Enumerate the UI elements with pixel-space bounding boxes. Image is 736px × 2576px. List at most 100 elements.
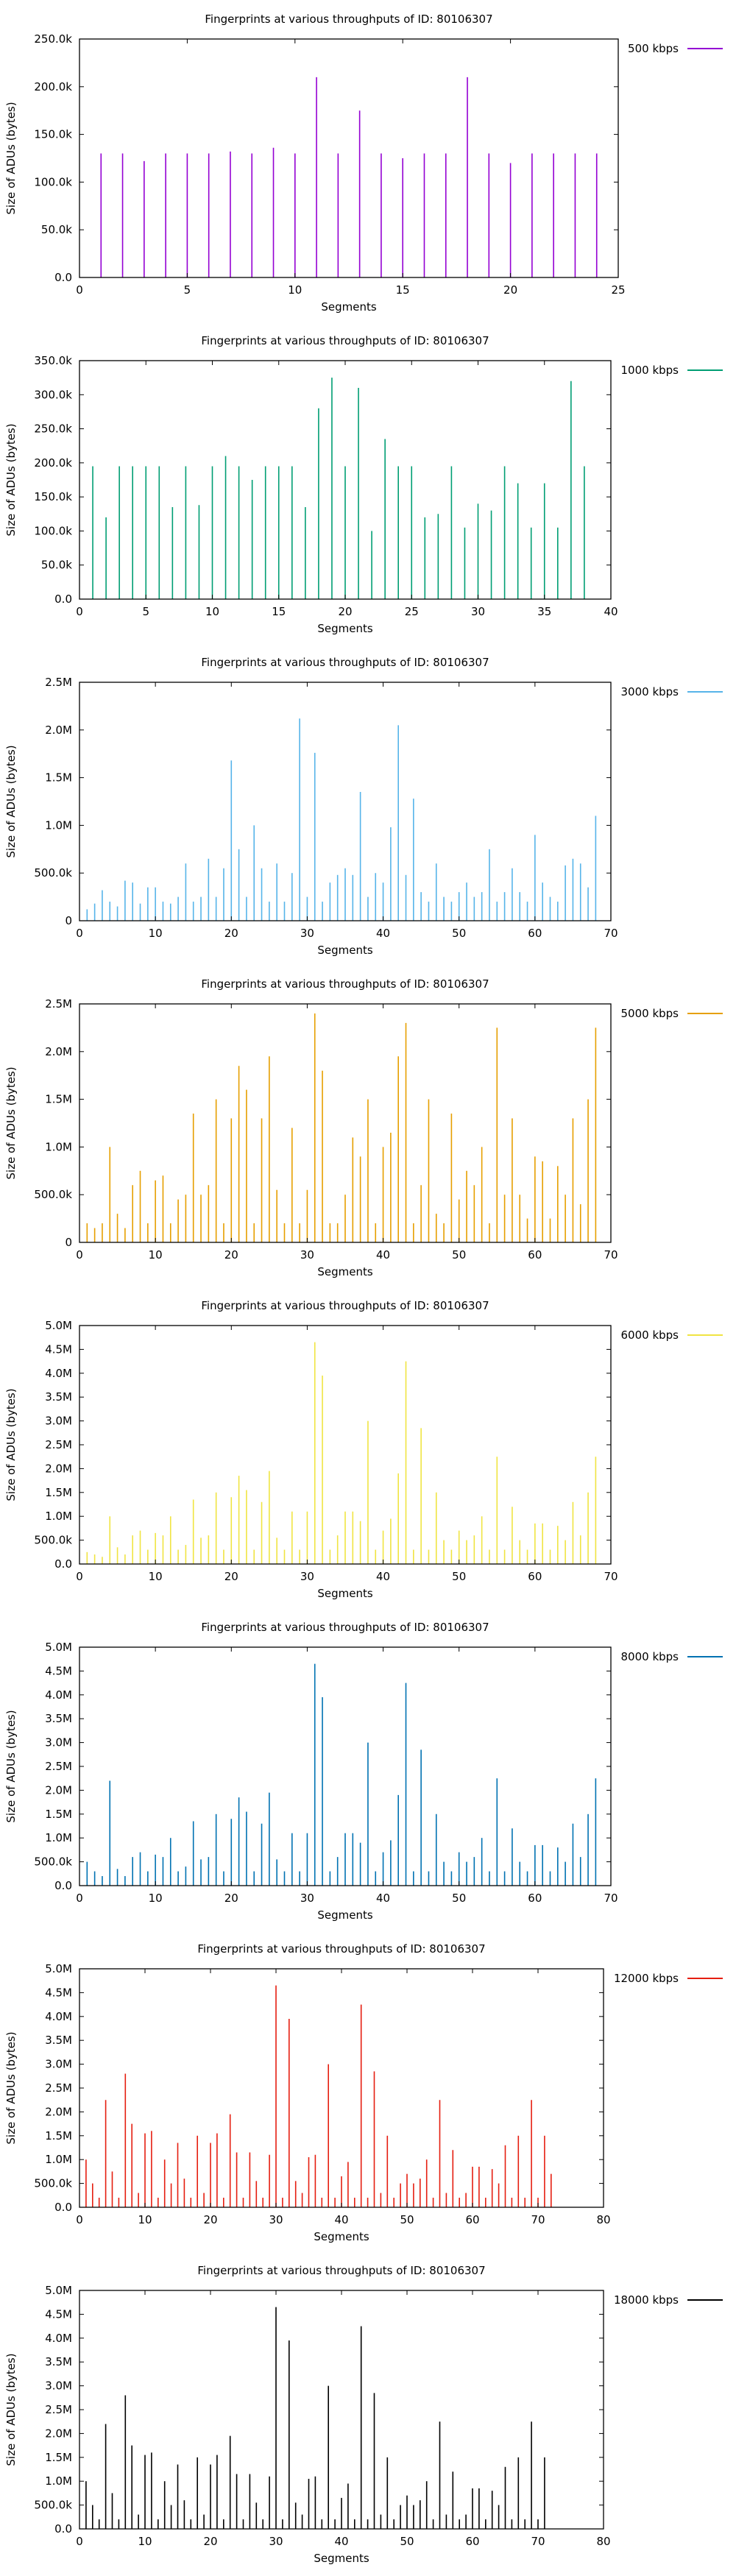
chart-panel: Fingerprints at various throughputs of I… xyxy=(0,2,736,324)
y-tick-label: 5.0M xyxy=(45,1962,72,1975)
x-tick-label: 20 xyxy=(224,1248,238,1262)
x-tick-label: 70 xyxy=(604,1892,618,1905)
x-tick-label: 20 xyxy=(338,605,352,618)
y-tick-label: 100.0k xyxy=(34,524,72,537)
x-tick-label: 50 xyxy=(400,2535,414,2548)
x-tick-label: 30 xyxy=(471,605,485,618)
x-tick-label: 0 xyxy=(76,1892,83,1905)
chart-panel: Fingerprints at various throughputs of I… xyxy=(0,1932,736,2254)
y-tick-label: 4.0M xyxy=(45,2010,72,2023)
y-tick-label: 200.0k xyxy=(34,456,72,470)
x-tick-label: 50 xyxy=(452,1570,466,1583)
y-tick-label: 3.5M xyxy=(45,2355,72,2368)
y-tick-label: 1.5M xyxy=(45,1093,72,1106)
x-tick-label: 40 xyxy=(334,2213,348,2226)
x-tick-label: 20 xyxy=(224,927,238,940)
y-tick-label: 500.0k xyxy=(34,2177,72,2190)
y-tick-label: 500.0k xyxy=(34,1188,72,1201)
y-axis-label: Size of ADUs (bytes) xyxy=(4,1710,18,1822)
x-tick-label: 60 xyxy=(528,1570,542,1583)
y-tick-label: 500.0k xyxy=(34,1534,72,1547)
y-tick-label: 0.0 xyxy=(54,1557,72,1571)
y-tick-label: 1.0M xyxy=(45,2474,72,2488)
y-tick-label: 2.0M xyxy=(45,1783,72,1797)
y-tick-label: 250.0k xyxy=(34,32,72,46)
y-tick-label: 200.0k xyxy=(34,80,72,93)
x-tick-label: 60 xyxy=(465,2535,479,2548)
x-axis-label: Segments xyxy=(317,1908,373,1922)
chart-panel: Fingerprints at various throughputs of I… xyxy=(0,645,736,967)
y-tick-label: 0.0 xyxy=(54,1879,72,1892)
x-tick-label: 80 xyxy=(596,2213,610,2226)
legend-label: 12000 kbps xyxy=(614,1972,679,1985)
x-tick-label: 0 xyxy=(76,605,83,618)
y-tick-label: 3.0M xyxy=(45,1736,72,1749)
x-tick-label: 40 xyxy=(334,2535,348,2548)
chart-title: Fingerprints at various throughputs of I… xyxy=(201,977,489,991)
y-tick-label: 0 xyxy=(65,1236,72,1249)
x-tick-label: 30 xyxy=(300,927,314,940)
legend-label: 3000 kbps xyxy=(621,685,679,698)
x-tick-label: 40 xyxy=(604,605,618,618)
y-tick-label: 1.0M xyxy=(45,818,72,832)
x-tick-label: 20 xyxy=(503,283,517,297)
y-tick-label: 1.0M xyxy=(45,2153,72,2166)
y-tick-label: 0 xyxy=(65,914,72,927)
x-tick-label: 40 xyxy=(376,927,390,940)
x-tick-label: 0 xyxy=(76,283,83,297)
y-tick-label: 3.5M xyxy=(45,1390,72,1404)
y-tick-label: 2.0M xyxy=(45,2427,72,2440)
chart-title: Fingerprints at various throughputs of I… xyxy=(201,656,489,669)
y-tick-label: 4.0M xyxy=(45,2332,72,2345)
x-tick-label: 20 xyxy=(203,2535,217,2548)
y-axis-label: Size of ADUs (bytes) xyxy=(4,2353,18,2466)
x-tick-label: 50 xyxy=(452,1892,466,1905)
plot-frame xyxy=(79,1968,604,2208)
chart-panel: Fingerprints at various throughputs of I… xyxy=(0,967,736,1289)
x-tick-label: 0 xyxy=(76,2213,83,2226)
y-tick-label: 2.5M xyxy=(45,1438,72,1451)
y-axis-label: Size of ADUs (bytes) xyxy=(4,745,18,857)
y-axis-label: Size of ADUs (bytes) xyxy=(4,2031,18,2144)
chart-svg: Fingerprints at various throughputs of I… xyxy=(4,1299,723,1600)
x-tick-label: 70 xyxy=(604,927,618,940)
x-tick-label: 25 xyxy=(405,605,419,618)
x-tick-label: 10 xyxy=(149,1248,163,1262)
x-tick-label: 40 xyxy=(376,1892,390,1905)
x-tick-label: 20 xyxy=(203,2213,217,2226)
y-tick-label: 4.5M xyxy=(45,2307,72,2321)
y-tick-label: 0.0 xyxy=(54,271,72,284)
y-tick-label: 250.0k xyxy=(34,422,72,436)
y-tick-label: 50.0k xyxy=(41,223,72,236)
y-tick-label: 0.0 xyxy=(54,592,72,606)
y-tick-label: 500.0k xyxy=(34,2499,72,2512)
y-tick-label: 2.0M xyxy=(45,2105,72,2118)
chart-svg: Fingerprints at various throughputs of I… xyxy=(4,1942,723,2243)
x-tick-label: 30 xyxy=(269,2535,283,2548)
x-tick-label: 60 xyxy=(528,927,542,940)
x-axis-label: Segments xyxy=(317,622,373,635)
y-tick-label: 500.0k xyxy=(34,1855,72,1869)
x-tick-label: 5 xyxy=(184,283,191,297)
x-tick-label: 35 xyxy=(537,605,551,618)
y-tick-label: 1.5M xyxy=(45,2129,72,2142)
chart-title: Fingerprints at various throughputs of I… xyxy=(201,1621,489,1634)
y-tick-label: 100.0k xyxy=(34,175,72,188)
y-tick-label: 2.0M xyxy=(45,1462,72,1475)
x-axis-label: Segments xyxy=(314,2230,369,2243)
y-tick-label: 150.0k xyxy=(34,128,72,141)
y-tick-label: 5.0M xyxy=(45,2284,72,2297)
y-tick-label: 2.5M xyxy=(45,1760,72,1773)
y-axis-label: Size of ADUs (bytes) xyxy=(4,1388,18,1501)
x-tick-label: 70 xyxy=(604,1570,618,1583)
y-tick-label: 1.5M xyxy=(45,771,72,785)
y-tick-label: 1.0M xyxy=(45,1140,72,1153)
x-tick-label: 60 xyxy=(465,2213,479,2226)
y-tick-label: 4.0M xyxy=(45,1367,72,1380)
x-tick-label: 30 xyxy=(269,2213,283,2226)
x-tick-label: 20 xyxy=(224,1570,238,1583)
x-tick-label: 30 xyxy=(300,1248,314,1262)
y-tick-label: 2.0M xyxy=(45,1045,72,1058)
y-tick-label: 1.0M xyxy=(45,1510,72,1523)
chart-title: Fingerprints at various throughputs of I… xyxy=(201,1299,489,1312)
